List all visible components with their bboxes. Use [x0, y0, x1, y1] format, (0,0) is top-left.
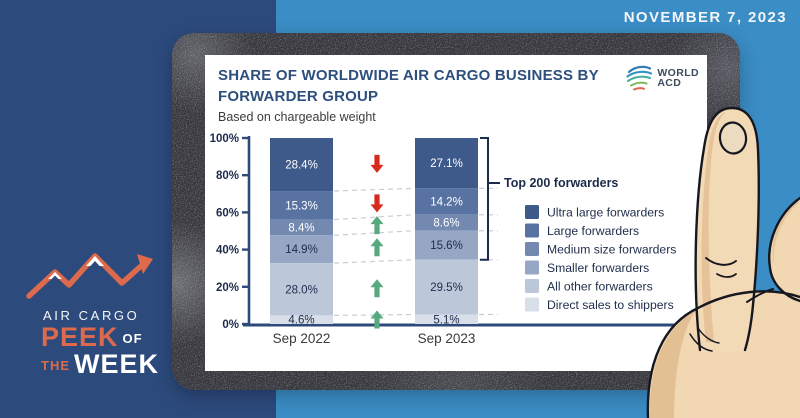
segment-connector — [333, 214, 415, 221]
worldacd-word1: WORLD — [657, 66, 699, 79]
worldacd-word2: ACD — [657, 77, 682, 89]
trend-arrow-up — [370, 310, 384, 329]
bar-segment — [415, 214, 478, 231]
brand-the: THE — [41, 358, 70, 373]
segment-value-label: 27.1% — [430, 158, 463, 170]
mountain-trend-icon — [26, 253, 153, 299]
segment-value-label: 14.9% — [285, 244, 318, 256]
legend-label: Ultra large forwarders — [547, 206, 664, 220]
bar-segment — [415, 138, 478, 189]
segment-value-label: 8.4% — [288, 222, 314, 234]
y-tick-label: 0% — [222, 319, 239, 331]
chart-title: SHARE OF WORLDWIDE AIR CARGO BUSINESS BY… — [218, 65, 638, 107]
bracket — [480, 137, 489, 261]
segment-value-label: 29.5% — [430, 282, 463, 294]
worldacd-logo-text: WORLD ACD — [657, 66, 699, 89]
segment-value-label: 15.3% — [285, 200, 318, 212]
x-category-label: Sep 2022 — [273, 331, 331, 346]
stacked-bar-chart: 0% 20% 40% 60% 80% 100% 28.4% 15.3% 8.4% 14.9% 28.… — [205, 127, 707, 371]
trend-arrow-up — [370, 279, 384, 298]
legend-swatch — [525, 260, 539, 275]
bar-segment — [270, 235, 333, 264]
bar-segment — [415, 259, 478, 315]
brand-of: OF — [122, 331, 143, 346]
bar-segment — [270, 263, 333, 316]
legend-label: All other forwarders — [547, 280, 653, 294]
segment-value-label: 15.6% — [430, 240, 463, 252]
y-tick-label: 60% — [216, 207, 239, 219]
legend-swatch — [525, 223, 539, 238]
legend-label: Direct sales to shippers — [547, 298, 674, 312]
worldacd-swirl-icon — [626, 65, 653, 91]
y-tick-label: 20% — [216, 282, 239, 294]
segment-value-label: 5.1% — [433, 314, 459, 326]
bar-segment — [270, 315, 333, 324]
segment-connector — [333, 187, 415, 192]
segment-value-label: 14.2% — [430, 197, 463, 209]
bar-segment — [415, 230, 478, 260]
date-label: NOVEMBER 7, 2023 — [623, 9, 787, 26]
trend-arrow-up — [370, 216, 384, 235]
bar-segment — [415, 314, 478, 324]
y-tick-label: 100% — [210, 133, 239, 145]
trend-arrow-down — [370, 154, 384, 173]
legend-swatch — [525, 242, 539, 256]
brand-peek: PEEK — [41, 322, 119, 352]
legend-label: Smaller forwarders — [547, 261, 649, 275]
legend-label: Medium size forwarders — [547, 243, 676, 257]
bar-segment — [270, 138, 333, 192]
segment-value-label: 28.0% — [285, 284, 318, 296]
x-category-label: Sep 2023 — [418, 331, 476, 346]
arrow-head — [137, 254, 153, 274]
chart-title-line2: FORWARDER GROUP — [218, 88, 379, 105]
segment-connector — [333, 259, 415, 264]
legend-swatch — [525, 205, 539, 219]
brand-badge: AIR CARGO PEEK OF THE WEEK — [25, 246, 185, 378]
worldacd-logo: WORLD ACD — [626, 63, 699, 93]
legend-label: Large forwarders — [547, 224, 639, 238]
bar-segment — [415, 188, 478, 215]
trend-arrow-up — [370, 238, 384, 257]
legend-swatch — [525, 297, 539, 312]
segment-value-label: 4.6% — [288, 315, 314, 327]
legend-swatch — [525, 279, 539, 293]
chart-subtitle: Based on chargeable weight — [218, 110, 376, 124]
chart-title-line1: SHARE OF WORLDWIDE AIR CARGO BUSINESS BY — [218, 67, 599, 84]
bar-segment — [270, 219, 333, 236]
brand-air-cargo: AIR CARGO — [43, 308, 140, 323]
thumb-nail — [718, 121, 748, 155]
brand-week: WEEK — [74, 349, 159, 379]
segment-value-label: 8.6% — [433, 218, 459, 230]
bracket-label: Top 200 forwarders — [504, 176, 618, 190]
y-tick-label: 40% — [216, 245, 239, 257]
bar-segment — [270, 191, 333, 220]
card: SHARE OF WORLDWIDE AIR CARGO BUSINESS BY… — [172, 33, 740, 390]
trend-arrow-down — [370, 194, 384, 213]
segment-value-label: 28.4% — [285, 160, 318, 172]
segment-connector — [333, 230, 415, 236]
chart-panel: SHARE OF WORLDWIDE AIR CARGO BUSINESS BY… — [205, 55, 707, 371]
hand-illustration — [646, 106, 800, 418]
y-tick-label: 80% — [216, 170, 239, 182]
